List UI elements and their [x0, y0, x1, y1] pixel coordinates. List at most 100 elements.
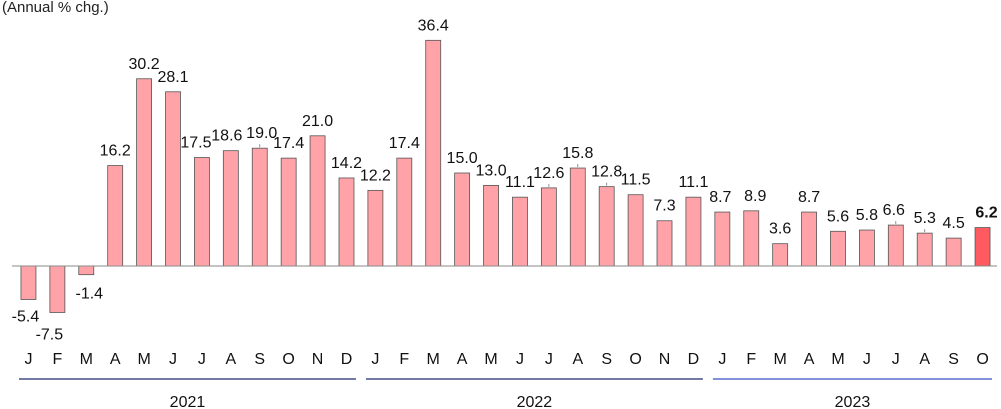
data-label-6: 17.5	[180, 135, 211, 152]
bar-28	[830, 230, 846, 267]
data-label-30: 6.6	[883, 202, 905, 219]
data-label-3: 16.2	[100, 143, 131, 160]
data-label-1: -7.5	[36, 327, 64, 344]
bar-27	[801, 211, 817, 267]
bar-5	[165, 91, 181, 267]
month-tick-14: M	[427, 351, 440, 368]
bar-31	[916, 232, 933, 267]
data-label-31: 5.3	[914, 210, 936, 227]
bar-13	[396, 157, 413, 267]
data-label-4: 30.2	[129, 56, 160, 73]
bar-29	[858, 229, 875, 267]
data-label-27: 8.7	[798, 189, 820, 206]
month-tick-20: S	[601, 351, 612, 368]
data-label-28: 5.6	[827, 208, 849, 225]
bar-0	[20, 265, 37, 300]
month-tick-30: J	[892, 351, 900, 368]
bar-15	[454, 172, 471, 267]
bar-30	[887, 224, 904, 267]
month-tick-22: N	[659, 351, 671, 368]
bar-7	[222, 150, 239, 267]
bar-12	[367, 189, 384, 267]
data-label-8: 19.0	[246, 125, 277, 142]
month-tick-10: N	[312, 351, 324, 368]
bar-6	[194, 157, 210, 267]
data-label-24: 8.7	[709, 189, 731, 206]
data-label-14: 36.4	[418, 17, 449, 34]
bar-18	[540, 187, 557, 267]
month-tick-7: A	[226, 351, 237, 368]
month-tick-9: O	[282, 351, 294, 368]
month-tick-15: A	[457, 351, 468, 368]
month-tick-24: J	[718, 351, 726, 368]
bar-26	[772, 243, 789, 267]
unit-label: (Annual % chg.)	[2, 0, 109, 16]
year-label-2022: 2022	[517, 394, 553, 409]
bar-2	[78, 265, 95, 276]
month-tick-23: D	[688, 351, 700, 368]
data-label-26: 3.6	[769, 221, 791, 238]
month-tick-25: F	[746, 351, 756, 368]
data-label-18: 12.6	[533, 165, 564, 182]
month-tick-12: J	[371, 351, 379, 368]
data-label-15: 15.0	[447, 150, 478, 167]
bar-32	[945, 237, 962, 267]
data-label-12: 12.2	[360, 167, 391, 184]
data-label-19: 15.8	[562, 145, 593, 162]
data-label-2: -1.4	[75, 286, 103, 303]
data-label-23: 11.1	[678, 174, 708, 191]
month-tick-26: M	[773, 351, 786, 368]
data-label-13: 17.4	[389, 135, 420, 152]
month-tick-29: J	[863, 351, 871, 368]
data-label-21: 11.5	[621, 172, 651, 189]
data-label-29: 5.8	[856, 207, 878, 224]
year-label-2023: 2023	[835, 394, 871, 409]
month-tick-17: J	[516, 351, 524, 368]
data-label-20: 12.8	[591, 164, 622, 181]
data-label-7: 18.6	[211, 128, 242, 145]
month-tick-13: F	[399, 351, 409, 368]
month-tick-28: M	[831, 351, 844, 368]
month-tick-18: J	[545, 351, 553, 368]
year-axis-group: 2021 2022 2023	[19, 378, 992, 409]
bar-25	[743, 210, 760, 267]
month-tick-1: F	[52, 351, 62, 368]
month-tick-31: A	[919, 351, 930, 368]
month-tick-4: M	[137, 351, 150, 368]
data-label-0: -5.4	[12, 308, 40, 325]
bar-10	[309, 135, 326, 267]
data-labels-group: -5.4-7.5-1.416.230.228.117.5 18.6 19.017.4…	[12, 17, 998, 343]
year-label-2021: 2021	[170, 394, 206, 409]
bar-20	[598, 186, 615, 267]
month-tick-32: S	[948, 351, 959, 368]
month-tick-3: A	[110, 351, 121, 368]
data-label-16: 13.0	[475, 162, 506, 179]
data-label-11: 14.2	[331, 155, 362, 172]
data-label-5: 28.1	[157, 69, 188, 86]
month-tick-27: A	[804, 351, 815, 368]
bar-17	[512, 196, 528, 267]
bar-24	[714, 211, 731, 267]
bar-19	[569, 167, 586, 267]
month-tick-5: J	[169, 351, 177, 368]
data-label-9: 17.4	[273, 135, 304, 152]
month-tick-0: J	[24, 351, 32, 368]
bar-1	[49, 265, 66, 313]
bar-9	[280, 157, 297, 267]
bar-23	[685, 196, 702, 267]
bar-22	[656, 220, 673, 267]
bar-16	[483, 184, 499, 267]
bar-14	[425, 39, 442, 267]
data-label-32: 4.5	[943, 215, 965, 232]
month-tick-21: O	[629, 351, 641, 368]
month-tick-11: D	[341, 351, 353, 368]
bar-4	[136, 78, 153, 267]
month-tick-8: S	[254, 351, 265, 368]
month-tick-16: M	[484, 351, 497, 368]
data-label-22: 7.3	[653, 198, 675, 215]
month-tick-2: M	[80, 351, 93, 368]
data-label-25: 8.9	[744, 188, 766, 205]
bar-33	[974, 227, 991, 267]
data-label-10: 21.0	[302, 113, 333, 130]
